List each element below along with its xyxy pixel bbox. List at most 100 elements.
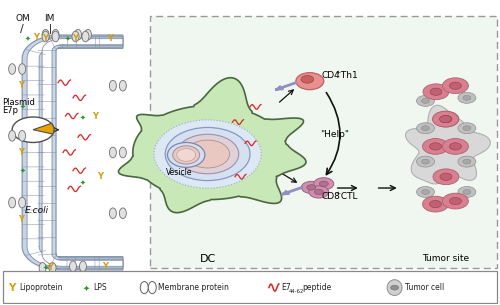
Circle shape (422, 126, 430, 131)
Circle shape (423, 84, 449, 100)
Text: Y: Y (72, 34, 78, 43)
Ellipse shape (18, 131, 26, 141)
Text: DC: DC (200, 254, 216, 264)
Text: Y: Y (42, 34, 48, 43)
Circle shape (307, 185, 316, 190)
Circle shape (430, 143, 442, 150)
Polygon shape (118, 78, 306, 213)
Circle shape (314, 178, 334, 190)
Circle shape (416, 156, 434, 167)
Text: ✦: ✦ (20, 168, 26, 174)
Circle shape (320, 181, 328, 186)
Text: Y: Y (8, 283, 16, 292)
Text: Lipoprotein: Lipoprotein (20, 283, 63, 292)
Circle shape (463, 189, 471, 194)
Text: Membrane protein: Membrane protein (158, 283, 229, 292)
Ellipse shape (42, 29, 49, 40)
Circle shape (463, 126, 471, 131)
Text: ✦: ✦ (80, 115, 86, 120)
Circle shape (430, 88, 442, 95)
Ellipse shape (387, 280, 402, 296)
Ellipse shape (148, 282, 156, 294)
Circle shape (433, 169, 459, 185)
Circle shape (416, 186, 434, 197)
Ellipse shape (120, 208, 126, 219)
Polygon shape (38, 36, 123, 269)
Text: LPS: LPS (93, 283, 106, 292)
Ellipse shape (8, 131, 16, 141)
Text: Y: Y (32, 33, 38, 41)
Text: Y: Y (48, 264, 54, 272)
Ellipse shape (72, 31, 79, 42)
Text: CD8: CD8 (322, 192, 340, 201)
Circle shape (463, 95, 471, 100)
Circle shape (296, 73, 324, 90)
Circle shape (309, 186, 329, 198)
Ellipse shape (80, 261, 86, 272)
Ellipse shape (82, 31, 89, 42)
Text: Th1: Th1 (338, 71, 357, 81)
Circle shape (422, 138, 448, 154)
Text: CD4: CD4 (322, 71, 340, 81)
Ellipse shape (110, 147, 116, 158)
Text: 44-62: 44-62 (289, 289, 304, 294)
Circle shape (442, 193, 468, 209)
Polygon shape (27, 38, 123, 267)
Ellipse shape (52, 29, 59, 40)
Ellipse shape (110, 81, 116, 91)
Text: E7: E7 (282, 283, 291, 292)
Ellipse shape (8, 64, 16, 74)
Ellipse shape (140, 282, 148, 294)
Text: Y: Y (108, 34, 114, 43)
Ellipse shape (186, 140, 230, 168)
Circle shape (422, 99, 430, 103)
Ellipse shape (39, 263, 46, 273)
Circle shape (442, 138, 468, 154)
Text: OM: OM (16, 14, 30, 23)
Text: Y: Y (18, 148, 24, 157)
Circle shape (422, 189, 430, 194)
Ellipse shape (70, 261, 76, 272)
Circle shape (432, 111, 458, 127)
Ellipse shape (49, 263, 56, 273)
Text: Y: Y (18, 81, 24, 90)
Circle shape (302, 181, 322, 193)
Circle shape (450, 143, 462, 150)
FancyBboxPatch shape (150, 16, 497, 268)
Ellipse shape (120, 147, 126, 158)
Text: E7p: E7p (2, 106, 18, 116)
Ellipse shape (176, 149, 196, 161)
Polygon shape (42, 39, 123, 266)
Circle shape (442, 78, 468, 94)
Text: ✦: ✦ (80, 180, 86, 186)
Text: "Help": "Help" (320, 130, 350, 139)
Circle shape (458, 186, 476, 197)
Text: peptide: peptide (302, 283, 332, 292)
Text: Y: Y (18, 215, 24, 224)
Text: ✦: ✦ (83, 283, 90, 292)
Ellipse shape (110, 208, 116, 219)
Ellipse shape (42, 31, 49, 42)
Ellipse shape (120, 81, 126, 91)
Ellipse shape (176, 134, 239, 174)
Wedge shape (33, 123, 54, 134)
Text: Y: Y (92, 112, 98, 120)
Circle shape (450, 82, 462, 89)
Text: Tumor site: Tumor site (422, 254, 469, 263)
Polygon shape (22, 35, 123, 270)
Text: ✦: ✦ (25, 36, 31, 42)
Text: ✦: ✦ (65, 36, 71, 42)
Ellipse shape (8, 197, 16, 208)
Circle shape (314, 189, 324, 195)
Text: Y: Y (102, 262, 108, 271)
Text: E.coli: E.coli (24, 206, 49, 215)
Ellipse shape (172, 146, 200, 164)
Text: Y: Y (98, 172, 103, 181)
Circle shape (458, 123, 476, 134)
Ellipse shape (84, 29, 91, 40)
FancyBboxPatch shape (3, 271, 497, 303)
Circle shape (416, 123, 434, 134)
Circle shape (422, 196, 448, 212)
Ellipse shape (74, 29, 82, 40)
Circle shape (422, 159, 430, 164)
